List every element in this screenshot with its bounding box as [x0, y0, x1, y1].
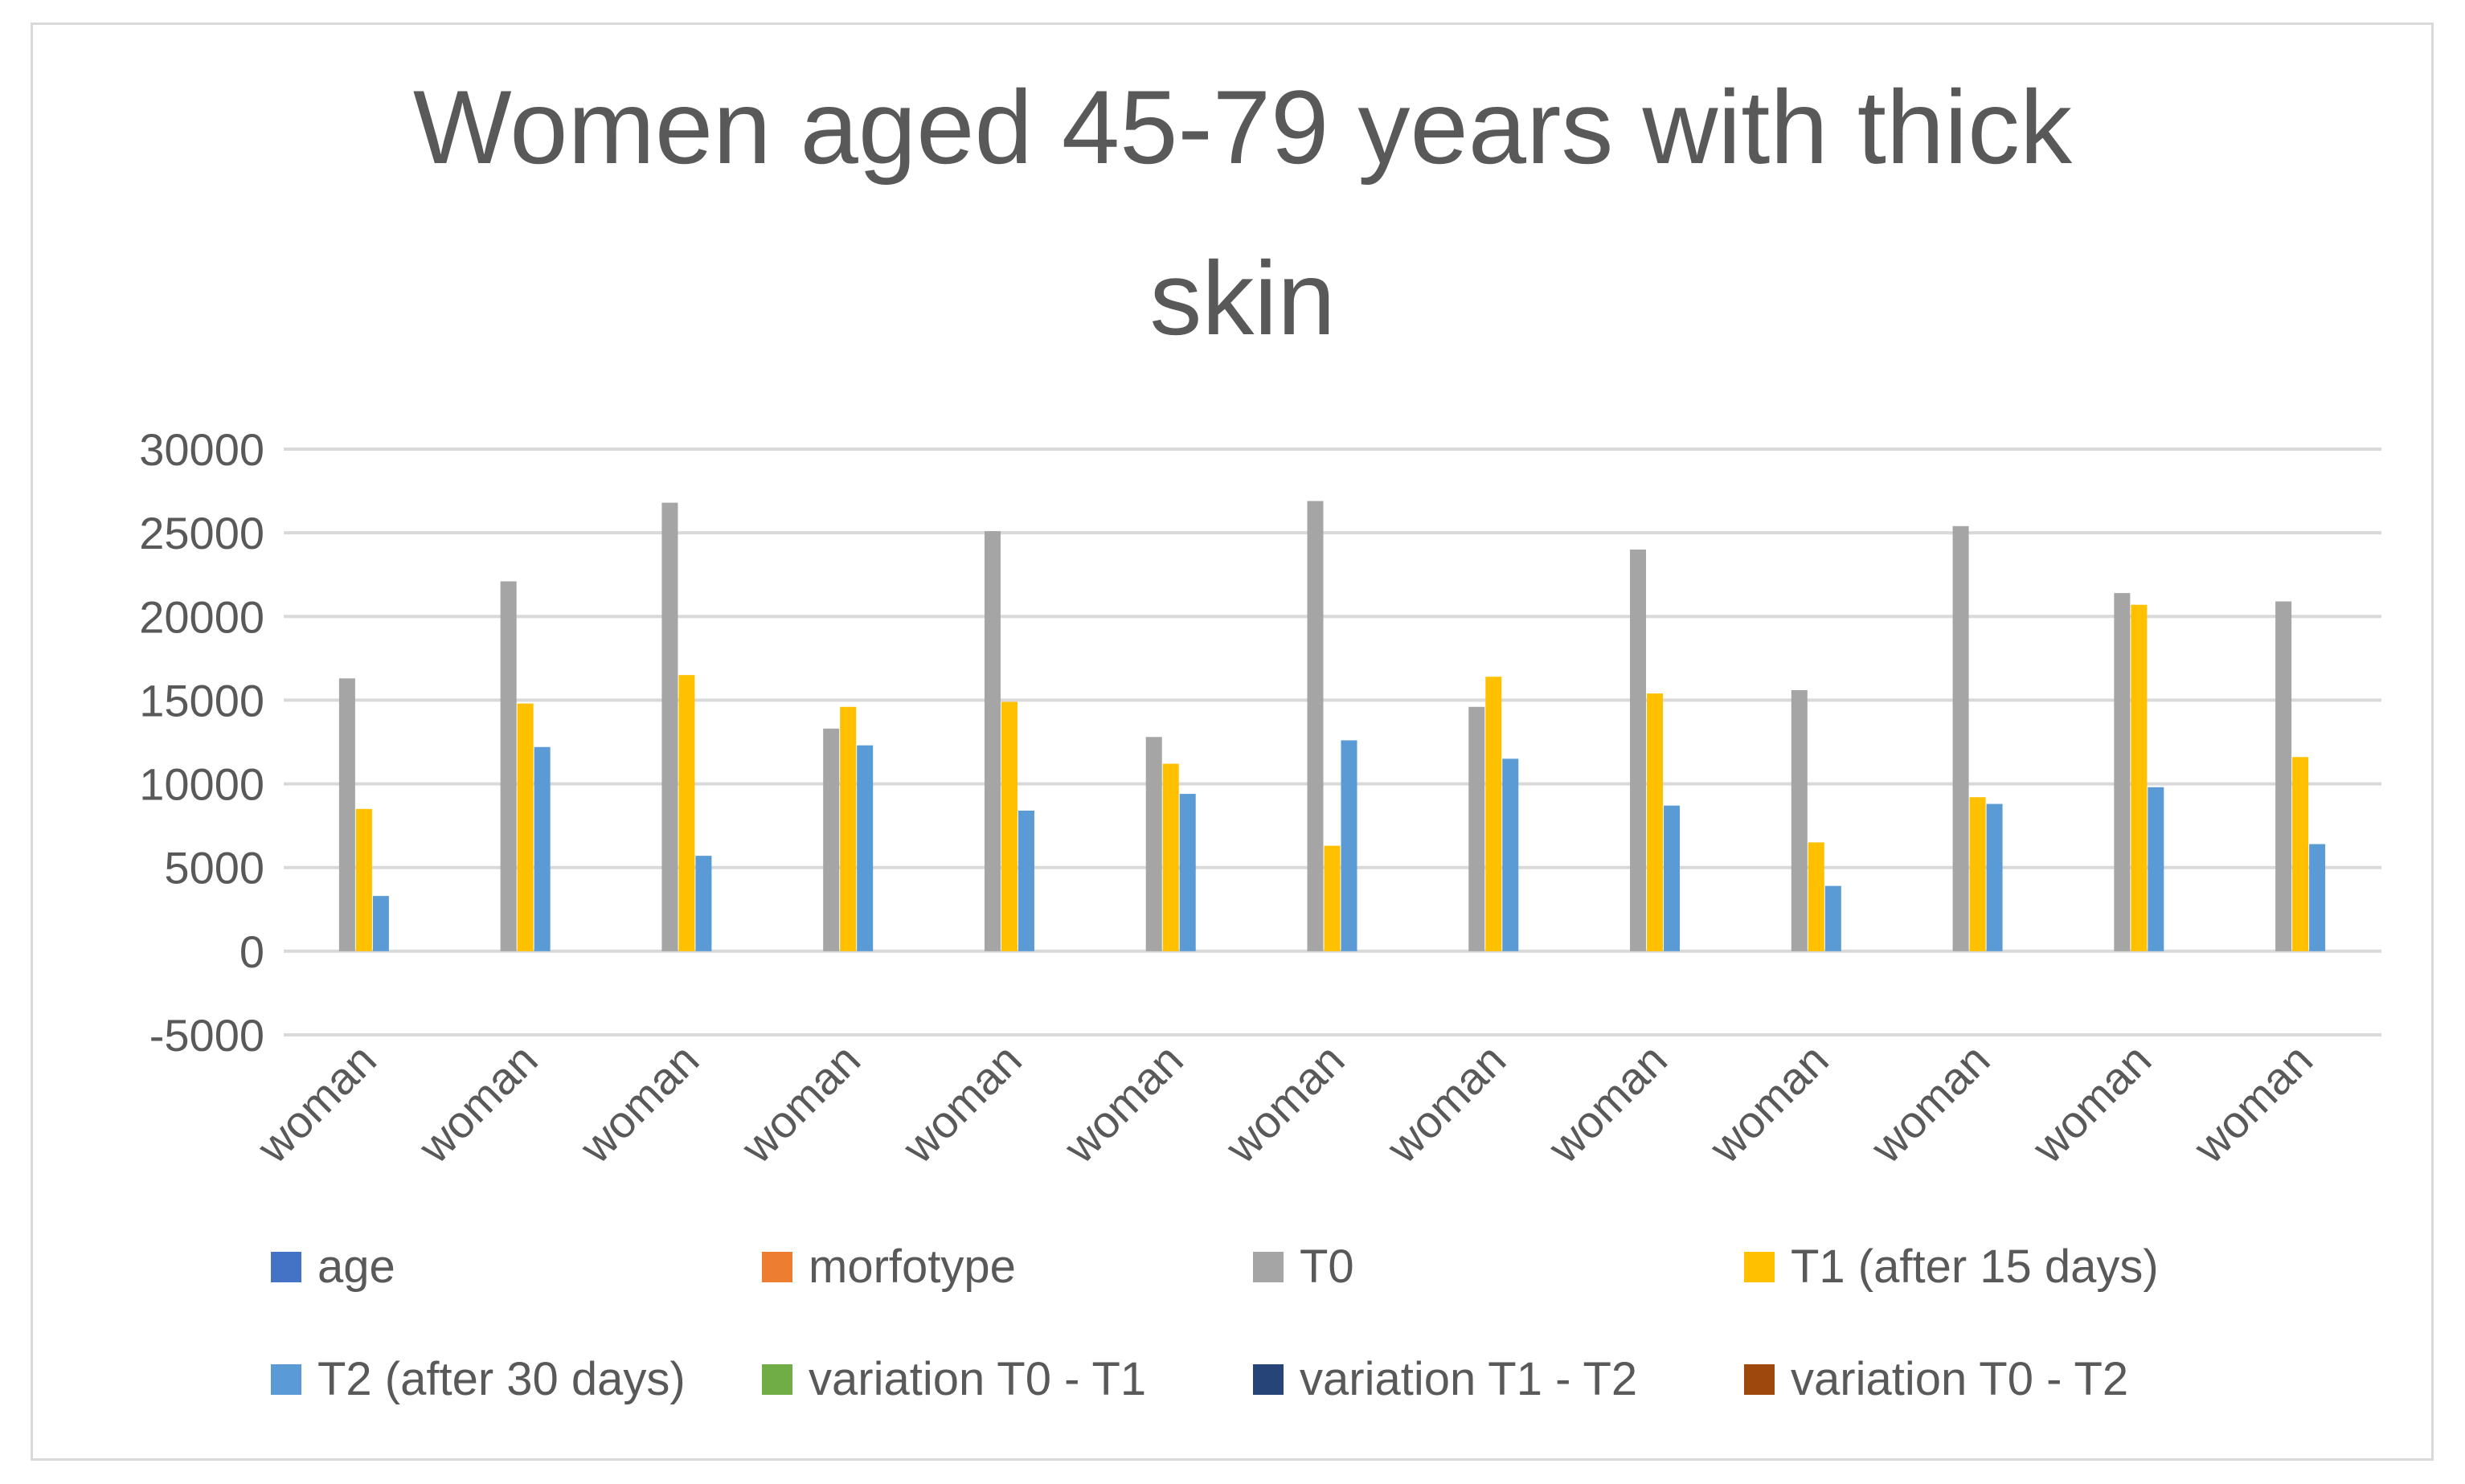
legend-item: T2 (after 30 days) — [271, 1353, 686, 1405]
legend-item: age — [271, 1241, 395, 1293]
legend-label: variation T0 - T1 — [809, 1353, 1146, 1405]
x-category-label: woman — [247, 1034, 386, 1173]
y-tick-label: 0 — [240, 926, 264, 977]
bar-t0-5 — [984, 531, 1001, 951]
legend: age morfotype T0 T1 (after 15 days) T2 (afte… — [271, 1241, 2159, 1405]
y-tick-label: 10000 — [139, 759, 264, 810]
bar-t0-7 — [1307, 501, 1324, 951]
chart-title-line-2: skin — [1149, 239, 1335, 357]
chart: Women aged 45-79 years with thick skin 3… — [139, 68, 2381, 1405]
x-category-label: woman — [408, 1034, 547, 1173]
bar-t2-after-30-days--3 — [695, 856, 712, 951]
legend-swatch — [1744, 1364, 1775, 1395]
legend-label: variation T1 - T2 — [1300, 1353, 1637, 1405]
bar-t2-after-30-days--4 — [857, 745, 874, 951]
legend-swatch — [762, 1364, 792, 1395]
legend-item: T0 — [1253, 1241, 1354, 1293]
bar-t2-after-30-days--10 — [1824, 885, 1841, 951]
legend-swatch — [271, 1364, 301, 1395]
legend-label: T2 (after 30 days) — [317, 1353, 686, 1405]
chart-title: Women aged 45-79 years with thick skin — [413, 68, 2073, 357]
bar-t0-2 — [500, 581, 517, 951]
bar-t0-6 — [1145, 737, 1162, 951]
bar-t1-after-15-days--4 — [840, 706, 857, 951]
legend-swatch — [1253, 1252, 1284, 1282]
bar-t2-after-30-days--11 — [1986, 803, 2003, 951]
bar-t0-9 — [1630, 549, 1647, 951]
legend-item: morfotype — [762, 1241, 1016, 1293]
bar-t1-after-15-days--10 — [1808, 842, 1824, 951]
bar-t2-after-30-days--12 — [2148, 787, 2164, 951]
legend-swatch — [762, 1252, 792, 1282]
bar-t2-after-30-days--8 — [1502, 758, 1519, 951]
x-category-label: woman — [2183, 1034, 2322, 1173]
bar-t1-after-15-days--11 — [1969, 797, 1986, 951]
y-tick-label: 5000 — [164, 843, 264, 893]
legend-label: T1 (after 15 days) — [1791, 1241, 2159, 1293]
bar-t1-after-15-days--5 — [1001, 701, 1018, 951]
bar-t2-after-30-days--6 — [1179, 794, 1196, 951]
bar-t1-after-15-days--1 — [355, 808, 372, 951]
x-category-label: woman — [1699, 1034, 1838, 1173]
legend-item: variation T1 - T2 — [1253, 1353, 1637, 1405]
legend-swatch — [1744, 1252, 1775, 1282]
bars — [338, 501, 2326, 951]
bar-t1-after-15-days--6 — [1162, 763, 1179, 951]
legend-item: T1 (after 15 days) — [1744, 1241, 2159, 1293]
x-category-label: woman — [1376, 1034, 1515, 1173]
bar-t0-12 — [2114, 593, 2131, 951]
x-category-label: woman — [731, 1034, 870, 1173]
bar-t2-after-30-days--2 — [534, 746, 551, 951]
x-axis-category-labels: woman woman woman woman woman woman woman woman… — [247, 1034, 2322, 1173]
legend-item: variation T0 - T2 — [1744, 1353, 2128, 1405]
bar-t0-13 — [2275, 601, 2292, 951]
legend-swatch — [1253, 1364, 1284, 1395]
bar-t1-after-15-days--13 — [2292, 757, 2309, 951]
x-category-label: woman — [2021, 1034, 2160, 1173]
bar-t2-after-30-days--1 — [372, 896, 389, 951]
y-tick-label: 25000 — [139, 508, 264, 558]
bar-t1-after-15-days--8 — [1485, 677, 1502, 951]
y-tick-label: 20000 — [139, 591, 264, 642]
chart-title-line-1: Women aged 45-79 years with thick — [413, 68, 2073, 186]
bar-t2-after-30-days--13 — [2309, 844, 2326, 951]
x-category-label: woman — [569, 1034, 708, 1173]
bar-t0-3 — [661, 502, 678, 951]
legend-label: morfotype — [809, 1241, 1016, 1293]
legend-label: age — [317, 1241, 395, 1293]
y-axis-tick-labels: 30000 25000 20000 15000 10000 5000 0 -5000 — [139, 424, 264, 1061]
legend-label: variation T0 - T2 — [1791, 1353, 2128, 1405]
bar-t2-after-30-days--7 — [1341, 740, 1357, 951]
chart-frame: Women aged 45-79 years with thick skin 3… — [31, 22, 2434, 1461]
x-category-label: woman — [1538, 1034, 1677, 1173]
y-tick-label: 30000 — [139, 424, 264, 475]
bar-t1-after-15-days--2 — [517, 703, 534, 951]
legend-label: T0 — [1300, 1241, 1354, 1293]
legend-item: variation T0 - T1 — [762, 1353, 1146, 1405]
x-category-label: woman — [1861, 1034, 2000, 1173]
bar-t0-1 — [338, 678, 355, 951]
y-tick-label: -5000 — [149, 1010, 264, 1061]
x-category-label: woman — [1215, 1034, 1354, 1173]
bar-t1-after-15-days--9 — [1647, 693, 1664, 951]
bar-t0-8 — [1468, 706, 1485, 951]
x-category-label: woman — [892, 1034, 1031, 1173]
bar-t2-after-30-days--9 — [1664, 805, 1681, 951]
bar-t1-after-15-days--7 — [1324, 845, 1341, 951]
x-category-label: woman — [1054, 1034, 1193, 1173]
bar-t2-after-30-days--5 — [1018, 810, 1034, 951]
legend-swatch — [271, 1252, 301, 1282]
bar-t0-10 — [1791, 689, 1808, 951]
bar-t0-4 — [823, 728, 840, 951]
bar-t0-11 — [1952, 525, 1969, 951]
y-tick-label: 15000 — [139, 675, 264, 726]
bar-t1-after-15-days--12 — [2131, 604, 2148, 951]
bar-t1-after-15-days--3 — [678, 675, 695, 951]
